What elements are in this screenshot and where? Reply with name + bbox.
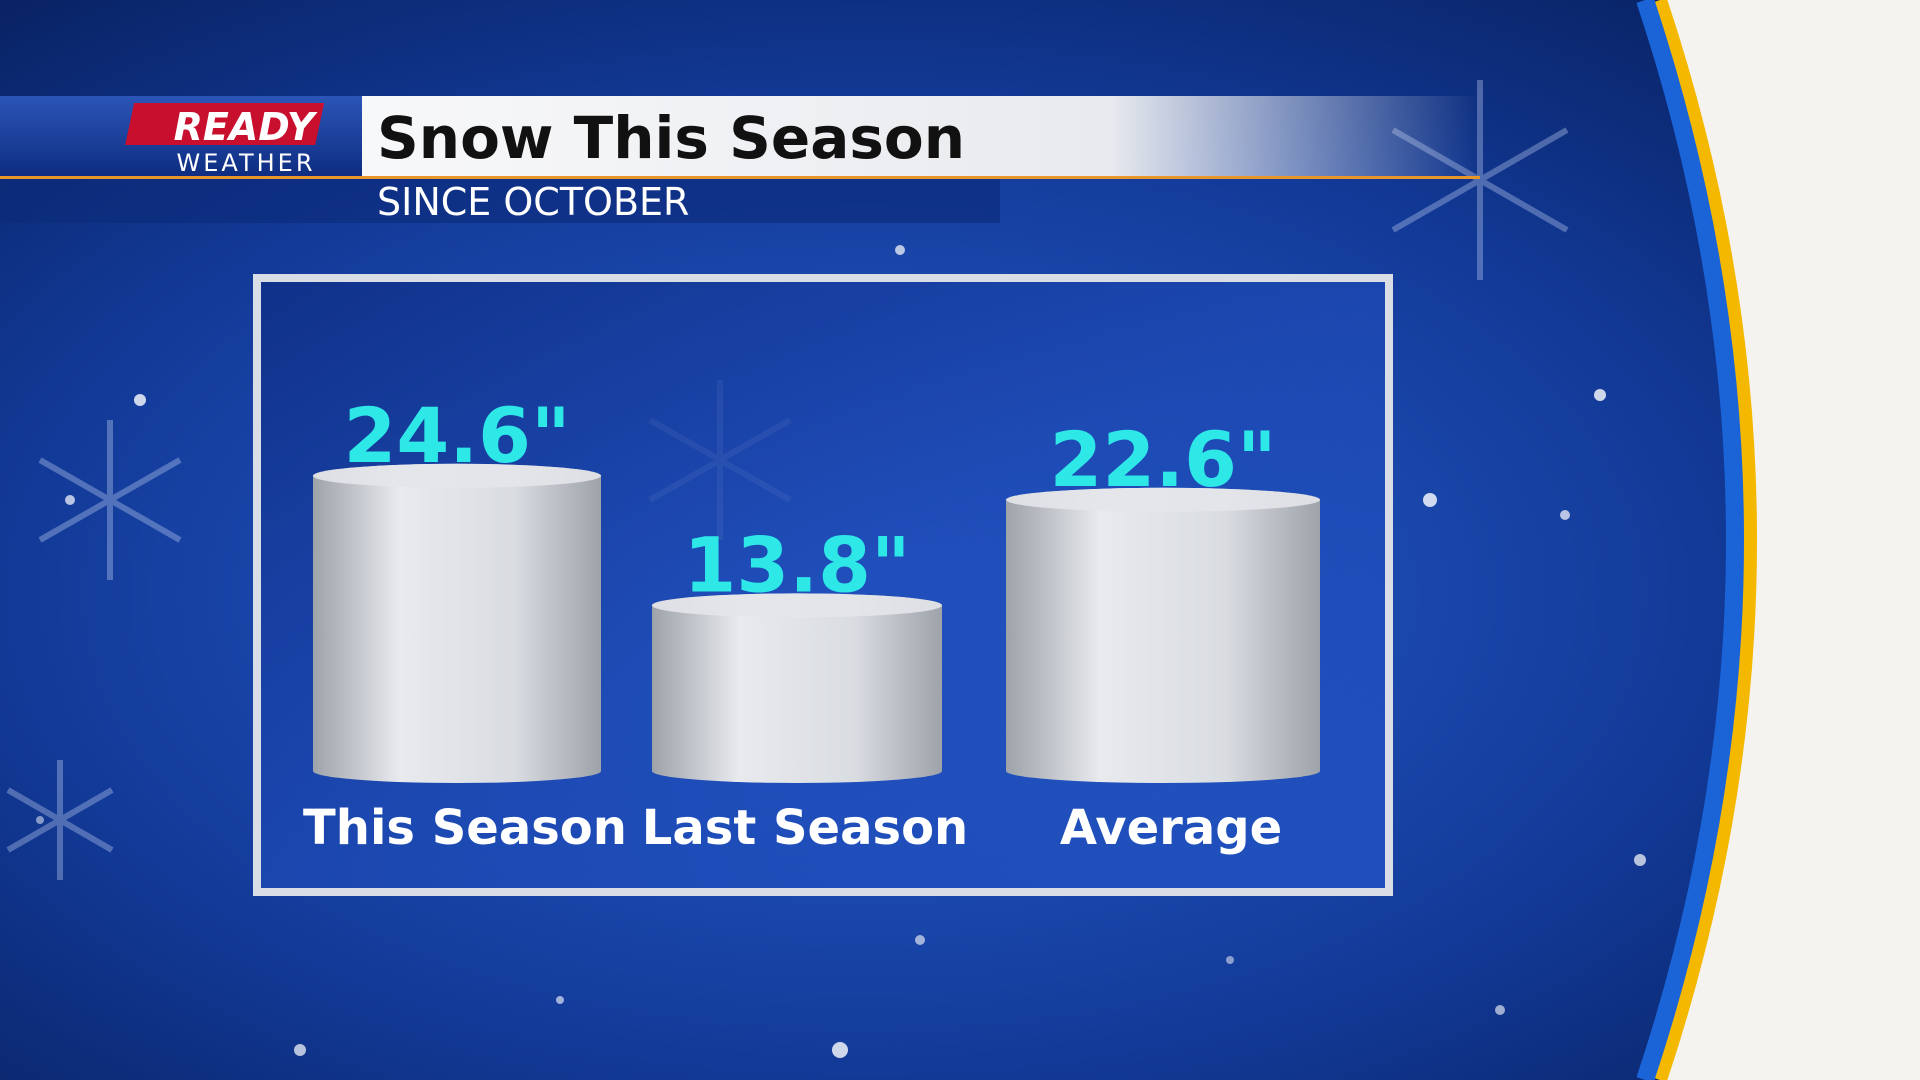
chart-title: Snow This Season (377, 104, 965, 172)
snow-sparkles (36, 245, 1646, 1058)
plot-area: 24.6" This Season 13.8" Last Season 22.6" Ave… (303, 391, 1320, 856)
category-label: Average (1060, 800, 1282, 856)
category-label: This Season (303, 800, 627, 856)
snow-cylinder (313, 463, 601, 783)
subtitle-bar (0, 179, 1000, 223)
chart-subtitle: SINCE OCTOBER (377, 180, 689, 224)
value-label: 22.6" (1049, 415, 1276, 504)
cylinder-top (652, 593, 942, 618)
logo-weather: WEATHER (177, 149, 316, 177)
side-arc-blue (1636, 0, 1744, 1080)
category-label: Last Season (642, 800, 968, 856)
logo-ready-bg (125, 103, 325, 145)
value-label: 13.8" (683, 520, 910, 609)
cylinder-top (313, 463, 601, 488)
value-label: 24.6" (343, 391, 570, 480)
side-arc-yellow (1653, 0, 1757, 1080)
side-panel (1660, 0, 1920, 1080)
snow-cylinder (1006, 487, 1320, 783)
logo-ready: READY (174, 105, 318, 149)
cylinder-top (1006, 487, 1320, 512)
title-rule (0, 176, 1480, 179)
snow-cylinder (652, 593, 942, 783)
